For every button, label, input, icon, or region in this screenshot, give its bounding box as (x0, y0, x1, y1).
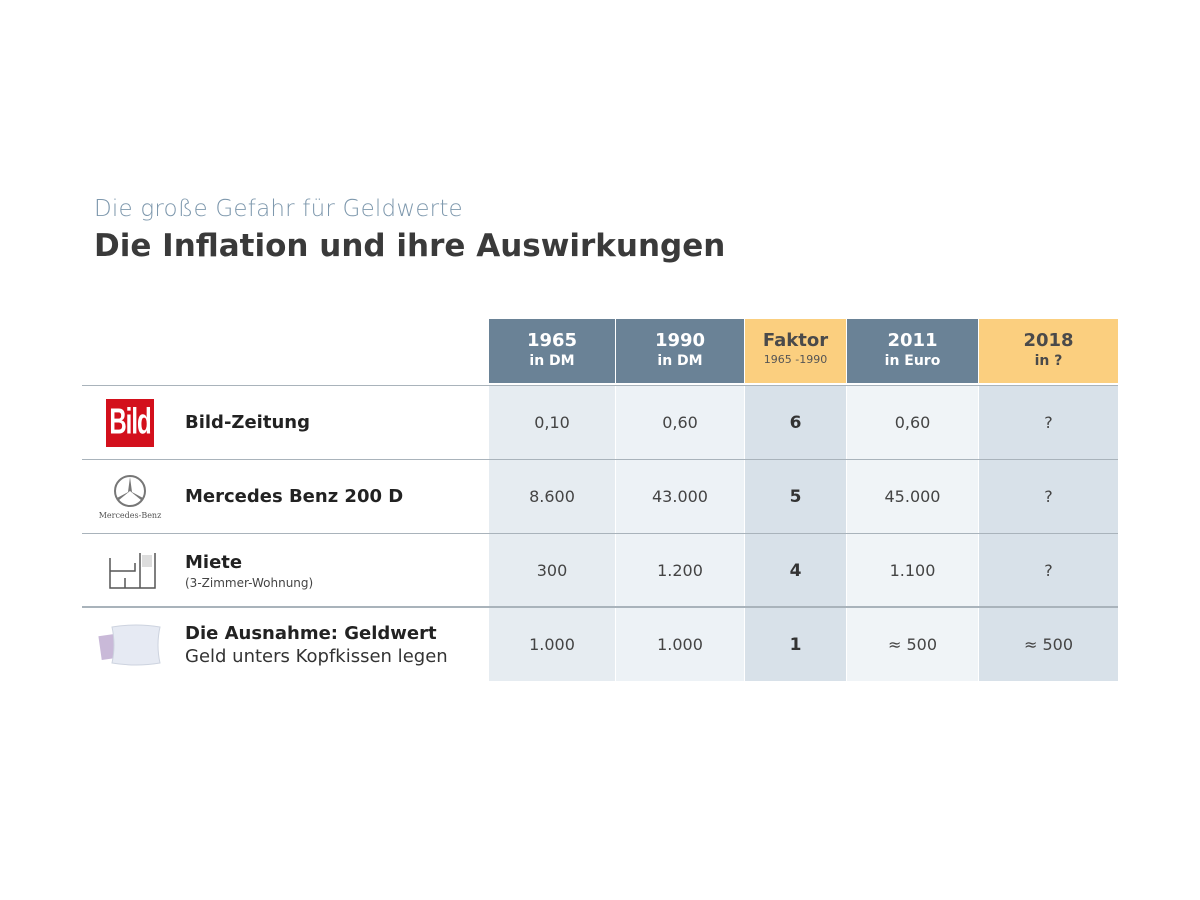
table-cell: 45.000 (884, 487, 941, 506)
table-cell: 43.000 (652, 487, 708, 506)
table-cell: 1 (789, 634, 802, 655)
table-cell: 1.000 (657, 635, 703, 654)
pillow-icon (95, 608, 165, 681)
header-1990: 1990 in DM (616, 319, 744, 383)
header-2018: 2018 in ? (979, 319, 1118, 383)
slide-subtitle: Die große Gefahr für Geldwerte (94, 196, 463, 222)
header-faktor: Faktor 1965 -1990 (745, 319, 846, 383)
header-2011: 2011 in Euro (847, 319, 978, 383)
bild-logo: Bild (95, 386, 165, 459)
table-cell: 8.600 (529, 487, 575, 506)
floorplan-icon (95, 534, 165, 607)
table-cell: 6 (789, 412, 802, 433)
table-cell: 300 (536, 561, 568, 580)
row-divider (82, 606, 1118, 608)
table-cell: 0,10 (534, 413, 570, 432)
row-divider (82, 533, 1118, 534)
row-divider (82, 385, 1118, 386)
table-cell: 0,60 (894, 413, 931, 432)
row-divider (82, 459, 1118, 460)
table-cell: ? (1044, 487, 1053, 506)
slide-title: Die Inflation und ihre Auswirkungen (94, 228, 726, 264)
table-cell: 0,60 (662, 413, 698, 432)
row-label-bild: Bild-Zeitung (185, 412, 310, 433)
table-cell: ≈ 500 (887, 635, 938, 654)
table-cell: ? (1044, 413, 1053, 432)
row-label-mercedes: Mercedes Benz 200 D (185, 486, 404, 507)
table-cell: 1.200 (657, 561, 703, 580)
table-cell: ≈ 500 (1023, 635, 1074, 654)
table-cell: ? (1044, 561, 1053, 580)
header-1965: 1965 in DM (489, 319, 615, 383)
table-cell: 1.100 (889, 561, 936, 580)
mercedes-logo: Mercedes-Benz (95, 460, 165, 533)
table-cell: 4 (789, 560, 802, 581)
table-cell: 5 (789, 486, 802, 507)
table-cell: 1.000 (529, 635, 575, 654)
row-label-geldwert: Die Ausnahme: Geldwert Geld unters Kopfki… (185, 622, 448, 667)
row-label-miete: Miete (3-Zimmer-Wohnung) (185, 551, 314, 590)
